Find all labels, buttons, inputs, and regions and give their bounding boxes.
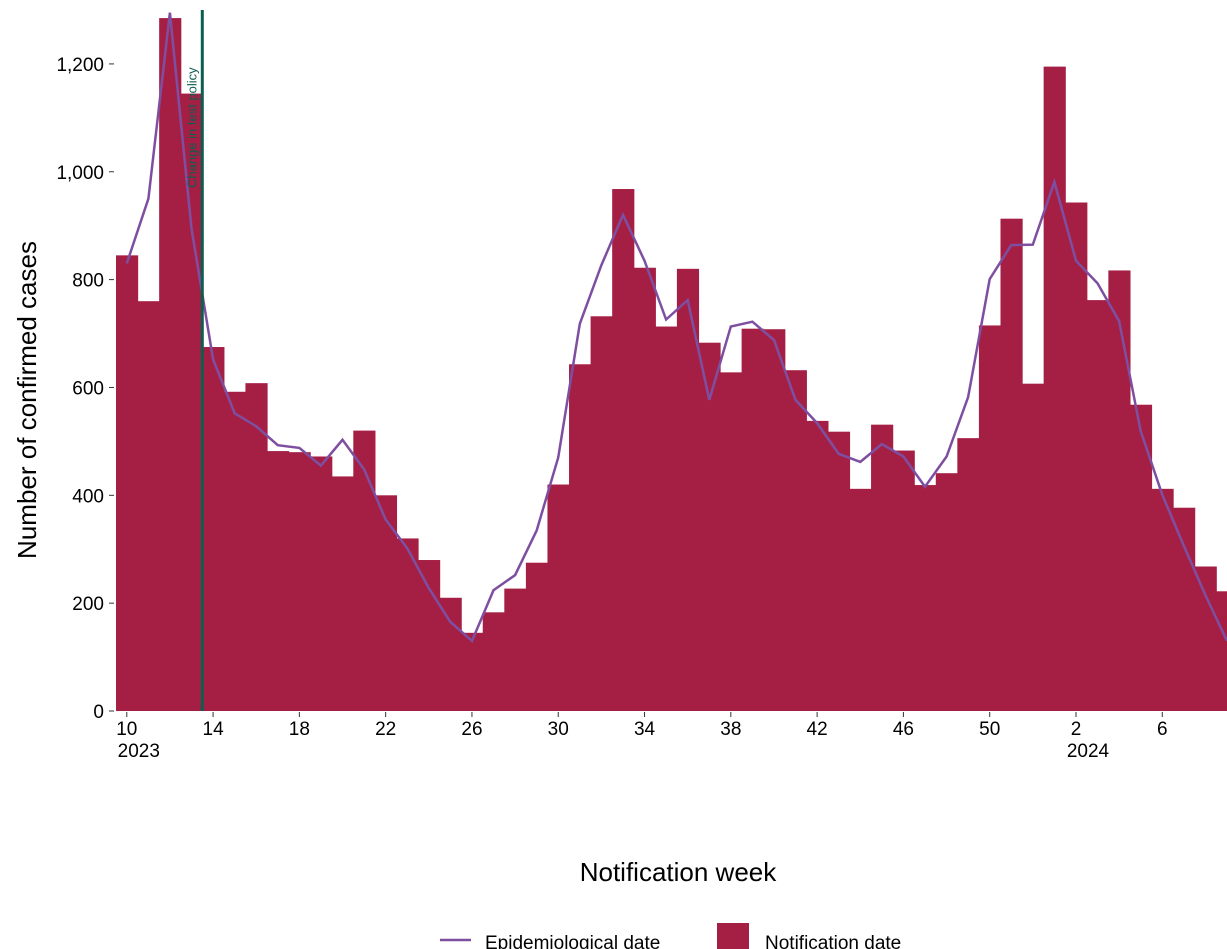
bar-series: [116, 18, 1227, 712]
test-policy-label: Change in test policy: [184, 67, 199, 188]
legend-item-epidemiological: Epidemiological date: [440, 933, 660, 949]
bar-2024-W06: [1151, 488, 1174, 711]
bar-2024-W01: [1043, 66, 1066, 711]
bar-2023-W49: [957, 438, 980, 711]
bar-2023-W45: [871, 424, 894, 711]
bar-2023-W22: [374, 495, 398, 711]
x-tick-label: 22: [375, 719, 396, 740]
bar-2023-W27: [482, 612, 505, 711]
x-tick-label: 34: [634, 719, 656, 740]
x-tick-label: 38: [720, 719, 741, 740]
x-tick-label: 18: [289, 719, 310, 740]
x-tick-label: 42: [807, 719, 828, 740]
x-tick-label: 50: [979, 719, 1000, 740]
bar-2023-W24: [418, 560, 441, 711]
bar-2023-W43: [827, 431, 851, 711]
plot-area: Change in test policy: [116, 10, 1227, 712]
x-tick-label: 2: [1071, 719, 1082, 740]
x-axis-label: Notification week: [580, 857, 778, 887]
x-tick-label: 46: [893, 719, 914, 740]
bar-2023-W29: [525, 562, 549, 711]
bar-2023-W51: [1000, 218, 1023, 711]
y-axis-label: Number of confirmed cases: [12, 241, 42, 559]
bar-2023-W35: [655, 326, 678, 711]
bar-2024-W04: [1108, 270, 1131, 711]
bar-2023-W42: [806, 420, 829, 711]
legend: Epidemiological date Notification date: [440, 923, 901, 949]
y-tick-label: 0: [93, 702, 104, 723]
bar-2023-W28: [504, 588, 527, 711]
bar-2023-W47: [914, 485, 937, 711]
legend-bar-swatch: [717, 923, 749, 949]
bar-2023-W10: [116, 255, 139, 711]
bar-2023-W36: [676, 268, 700, 711]
bar-2023-W41: [784, 370, 807, 711]
bar-2023-W46: [892, 450, 915, 711]
x-tick-label: 10: [116, 719, 137, 740]
y-axis: 0 200 400 600 800 1,000 1,200: [56, 55, 114, 723]
bar-2023-W17: [267, 451, 290, 711]
legend-label-epidemiological: Epidemiological date: [485, 933, 660, 949]
bar-2024-W08: [1194, 566, 1217, 711]
bar-2023-W40: [763, 329, 786, 711]
y-tick-label: 200: [72, 594, 104, 615]
bar-2023-W30: [547, 484, 570, 711]
bar-2023-W11: [137, 301, 160, 711]
bar-2023-W21: [353, 430, 376, 711]
bar-2023-W19: [310, 456, 333, 711]
bar-2023-W16: [245, 383, 268, 711]
bar-2023-W33: [612, 189, 635, 712]
bar-2023-W44: [849, 488, 872, 711]
y-tick-label: 800: [72, 271, 104, 292]
bar-2023-W48: [935, 473, 958, 711]
y-tick-label: 1,200: [56, 55, 104, 76]
bar-2023-W52: [1022, 383, 1045, 711]
bar-2024-W07: [1173, 507, 1196, 711]
bar-2024-W03: [1086, 300, 1109, 711]
bar-2023-W15: [223, 391, 247, 711]
bar-2023-W18: [288, 452, 311, 711]
x-tick-label: 30: [548, 719, 569, 740]
bar-2023-W32: [590, 316, 613, 711]
bar-2023-W20: [331, 476, 354, 711]
bar-2023-W31: [569, 364, 592, 711]
x-tick-label: 14: [203, 719, 225, 740]
bar-2023-W14: [202, 347, 225, 711]
x-tick-label: 6: [1157, 719, 1168, 740]
x-tick-label: 26: [461, 719, 482, 740]
x-tick-year-label: 2024: [1067, 741, 1110, 762]
bar-2024-W02: [1065, 202, 1088, 712]
legend-label-notification: Notification date: [765, 933, 901, 949]
bar-2023-W38: [720, 372, 743, 711]
bar-2023-W23: [396, 538, 419, 711]
bar-2023-W26: [461, 632, 484, 711]
bar-2023-W12: [159, 18, 182, 712]
y-tick-label: 1,000: [56, 163, 104, 184]
bar-2024-W05: [1129, 404, 1153, 711]
bar-2023-W39: [741, 328, 764, 711]
legend-item-notification: Notification date: [717, 923, 901, 949]
bar-2023-W37: [698, 342, 721, 711]
bar-2023-W34: [633, 267, 656, 711]
bar-2023-W25: [439, 597, 462, 711]
bar-undefined: [1216, 591, 1227, 711]
bar-2023-W50: [978, 325, 1002, 711]
bar-2023-W13: [180, 93, 203, 712]
y-tick-label: 400: [72, 486, 104, 507]
y-tick-label: 600: [72, 378, 104, 399]
epidemiological-date-line: [125, 12, 1227, 643]
x-tick-year-label: 2023: [118, 741, 160, 762]
